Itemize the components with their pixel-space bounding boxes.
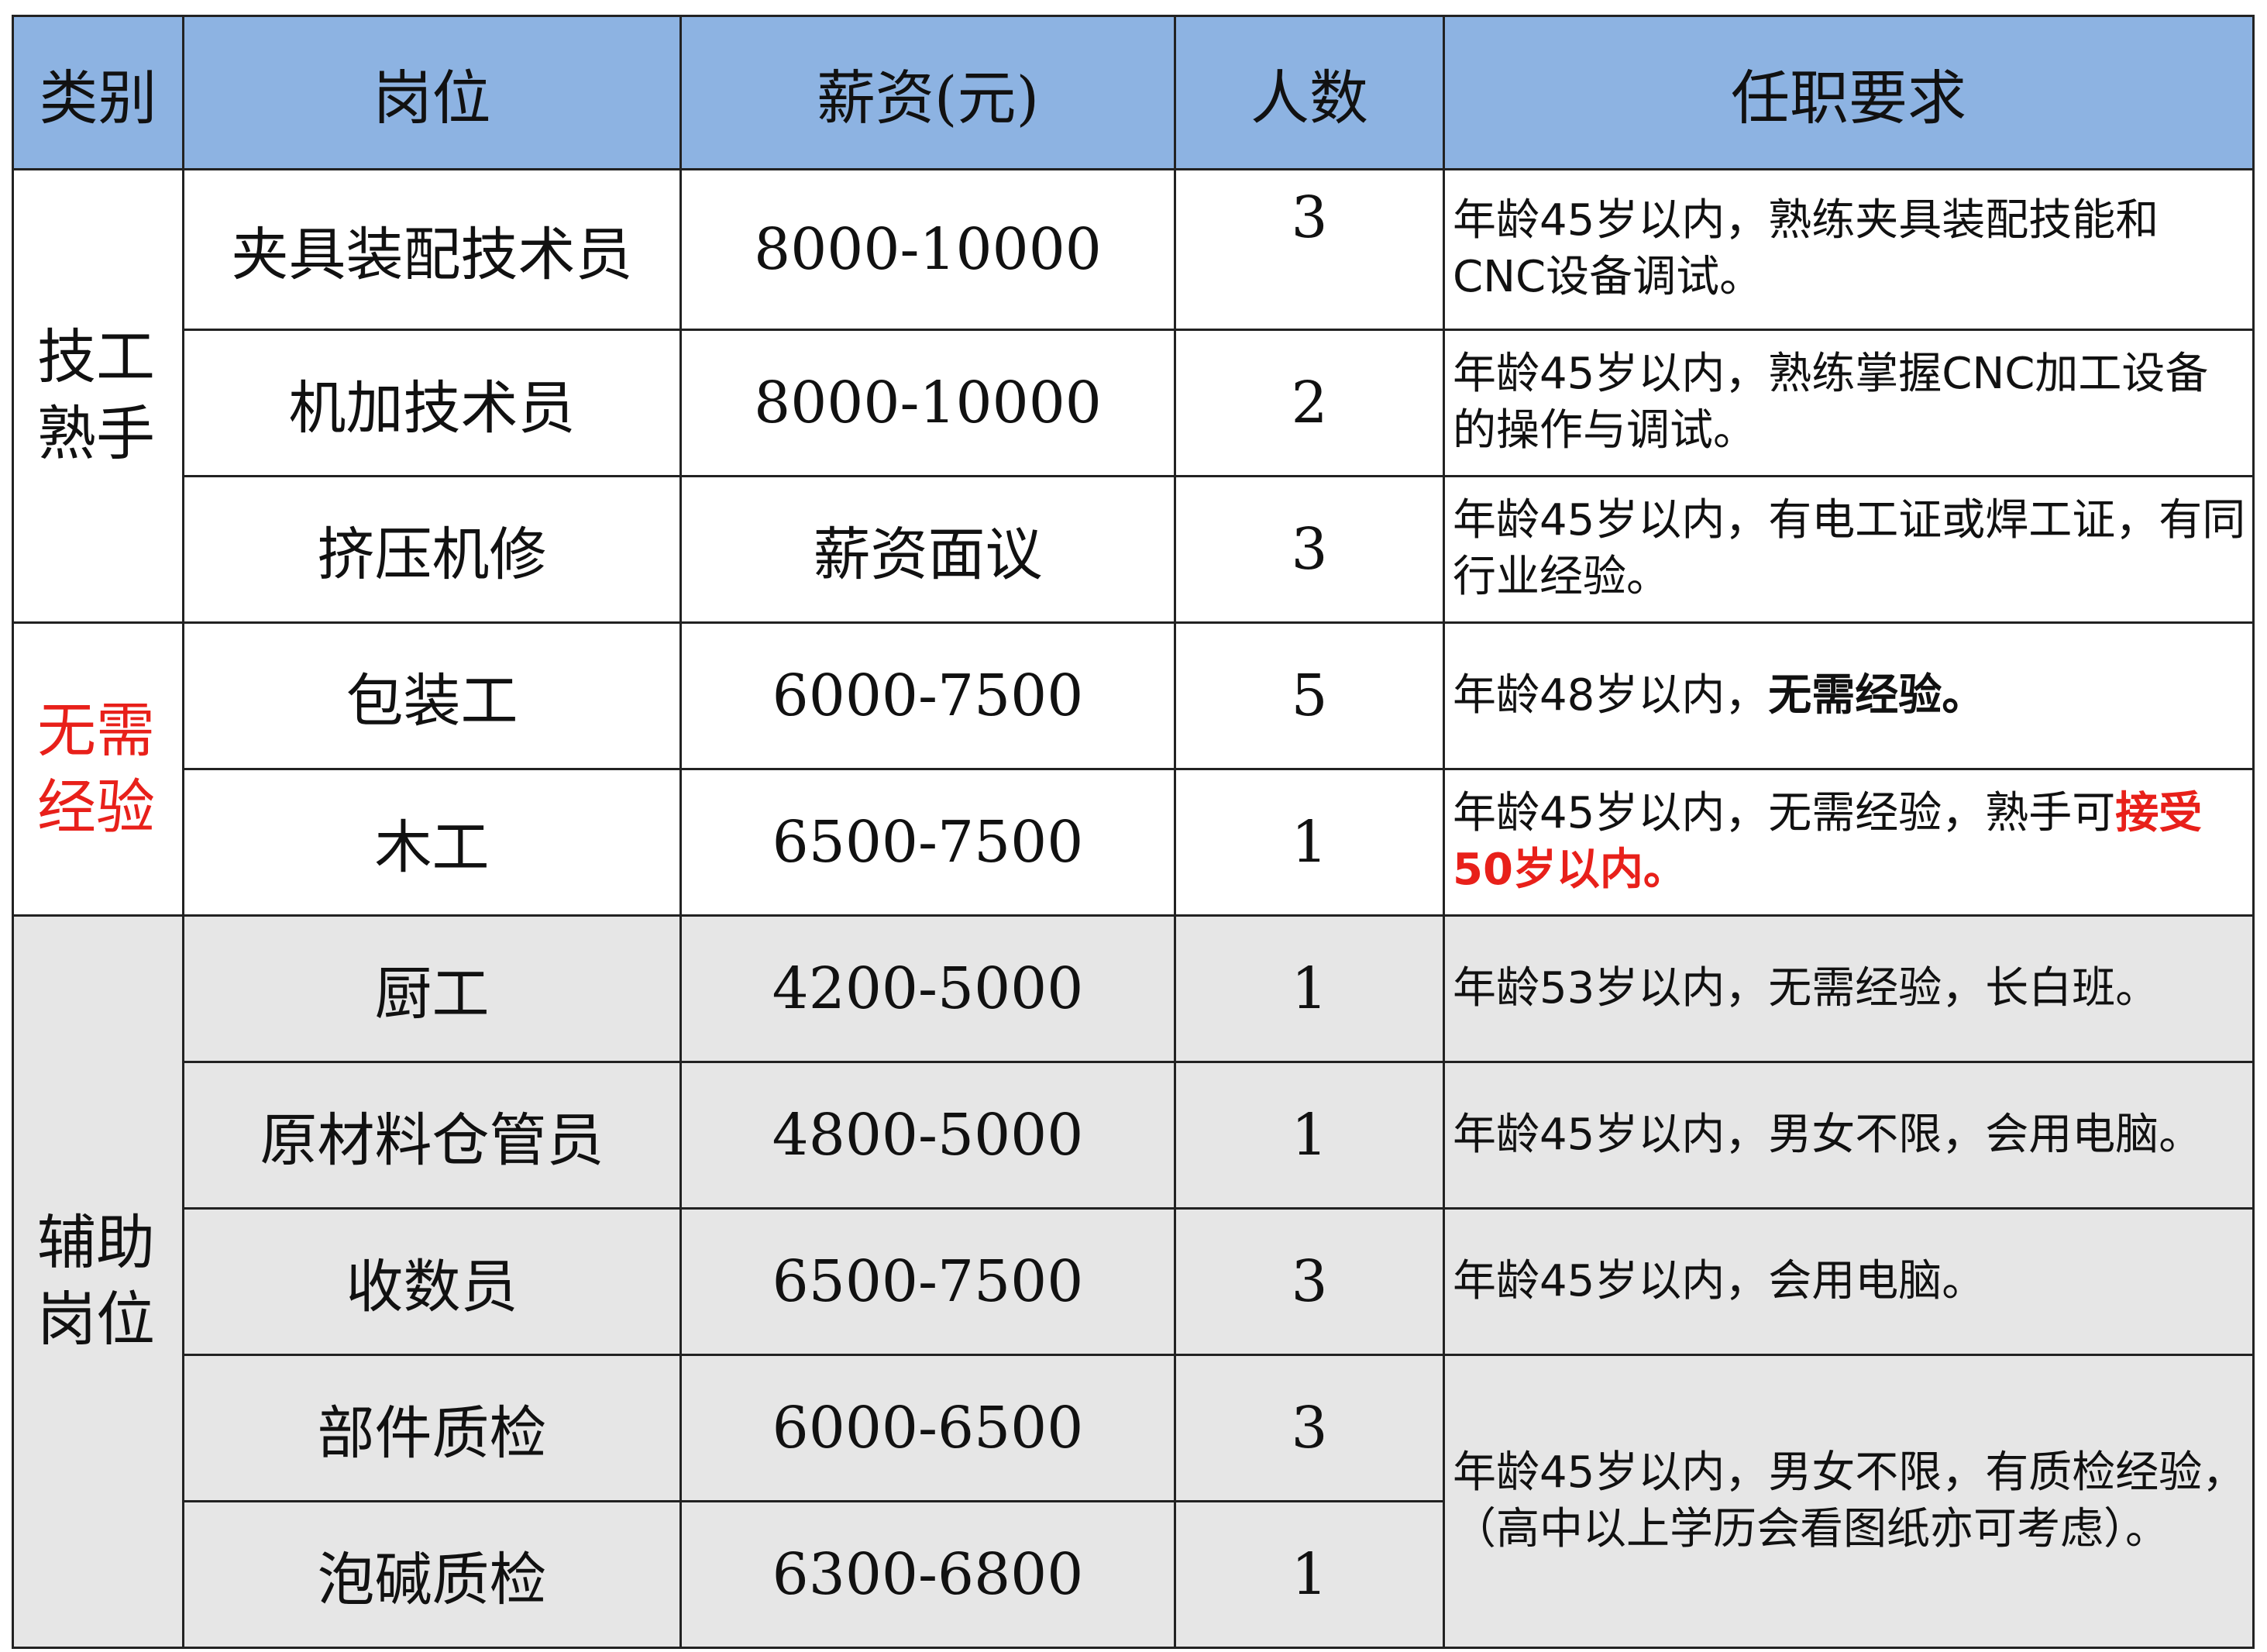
position: 木工 xyxy=(182,768,682,917)
requirements: 年龄45岁以内，熟练夹具装配技能和CNC设备调试。 xyxy=(1443,168,2255,331)
position: 泡碱质检 xyxy=(182,1500,682,1649)
salary: 6500-7500 xyxy=(679,768,1176,917)
table-row: 收数员 6500-7500 3 年龄45岁以内，会用电脑。 xyxy=(13,1207,2255,1356)
salary: 4200-5000 xyxy=(679,914,1176,1063)
position: 机加技术员 xyxy=(182,329,682,477)
position: 夹具装配技术员 xyxy=(182,168,682,331)
table-row: 技工熟手 夹具装配技术员 8000-10000 3 年龄45岁以内，熟练夹具装配… xyxy=(12,168,2255,624)
salary: 4800-5000 xyxy=(679,1061,1176,1210)
salary: 薪资面议 xyxy=(679,475,1176,624)
table-row: 部件质检 6000-6500 3 年龄45岁以内，男女不限，有质检经验，（高中以… xyxy=(13,1354,2255,1649)
group-skilled: 技工熟手 xyxy=(12,168,184,624)
count: 1 xyxy=(1174,1500,1445,1649)
header-category: 类别 xyxy=(12,15,184,170)
group-no-experience: 无需经验 xyxy=(12,621,184,917)
table-row: 木工 6500-7500 1 年龄45岁以内，无需经验，熟手可接受50岁以内。 xyxy=(13,768,2255,917)
table-row: 泡碱质检 6300-6800 1 xyxy=(13,1500,2254,1649)
requirements: 年龄45岁以内，会用电脑。 xyxy=(1443,1207,2255,1356)
table-row: 机加技术员 8000-10000 2 年龄45岁以内，熟练掌握CNC加工设备的操… xyxy=(13,329,2255,477)
count: 1 xyxy=(1174,1061,1445,1210)
position: 包装工 xyxy=(182,621,682,770)
count: 3 xyxy=(1174,1207,1445,1356)
salary: 6500-7500 xyxy=(679,1207,1176,1356)
header-requirements: 任职要求 xyxy=(1443,15,2255,170)
requirements-text: 年龄45岁以内，无需经验，熟手可 xyxy=(1453,788,2116,839)
header-salary: 薪资(元) xyxy=(679,15,1176,170)
count: 3 xyxy=(1174,1354,1445,1502)
salary: 6000-7500 xyxy=(679,621,1176,770)
count: 1 xyxy=(1174,768,1445,917)
requirements: 年龄45岁以内，男女不限，会用电脑。 xyxy=(1443,1061,2255,1210)
requirements: 年龄45岁以内，熟练掌握CNC加工设备的操作与调试。 xyxy=(1443,329,2255,477)
header-count: 人数 xyxy=(1174,15,1445,170)
salary: 8000-10000 xyxy=(679,168,1176,331)
requirements: 年龄45岁以内，有电工证或焊工证，有同行业经验。 xyxy=(1443,475,2255,624)
group-auxiliary: 辅助岗位 xyxy=(12,914,184,1649)
count: 3 xyxy=(1174,168,1445,331)
count: 3 xyxy=(1174,475,1445,624)
requirements-bold: 无需经验。 xyxy=(1768,669,1986,721)
requirements: 年龄53岁以内，无需经验，长白班。 xyxy=(1443,914,2255,1063)
salary: 8000-10000 xyxy=(679,329,1176,477)
requirements-highlight: 接受50岁以内。 xyxy=(1453,788,2203,895)
position: 收数员 xyxy=(182,1207,682,1356)
salary: 6000-6500 xyxy=(679,1354,1176,1502)
count: 1 xyxy=(1174,914,1445,1063)
table-row: 原材料仓管员 4800-5000 1 年龄45岁以内，男女不限，会用电脑。 xyxy=(13,1061,2255,1210)
header-row: 类别 岗位 薪资(元) 人数 任职要求 xyxy=(12,15,2255,170)
position: 厨工 xyxy=(182,914,682,1063)
count: 2 xyxy=(1174,329,1445,477)
requirements-text: 年龄48岁以内， xyxy=(1453,669,1769,721)
table-row: 挤压机修 薪资面议 3 年龄45岁以内，有电工证或焊工证，有同行业经验。 xyxy=(13,475,2255,624)
table-row: 辅助岗位 厨工 4200-5000 1 年龄53岁以内，无需经验，长白班。 xyxy=(12,914,2255,1649)
salary: 6300-6800 xyxy=(679,1500,1176,1649)
table-row: 无需经验 包装工 6000-7500 5 年龄48岁以内，无需经验。 xyxy=(12,621,2255,917)
requirements: 年龄48岁以内，无需经验。 xyxy=(1443,621,2255,770)
count: 5 xyxy=(1174,621,1445,770)
position: 挤压机修 xyxy=(182,475,682,624)
header-position: 岗位 xyxy=(182,15,682,170)
position: 原材料仓管员 xyxy=(182,1061,682,1210)
job-table: 类别 岗位 薪资(元) 人数 任职要求 技工熟手 夹具装配技术员 8000-10… xyxy=(12,15,2255,1649)
requirements: 年龄45岁以内，男女不限，有质检经验，（高中以上学历会看图纸亦可考虑）。 xyxy=(1443,1354,2255,1649)
requirements: 年龄45岁以内，无需经验，熟手可接受50岁以内。 xyxy=(1443,768,2255,917)
position: 部件质检 xyxy=(182,1354,682,1502)
